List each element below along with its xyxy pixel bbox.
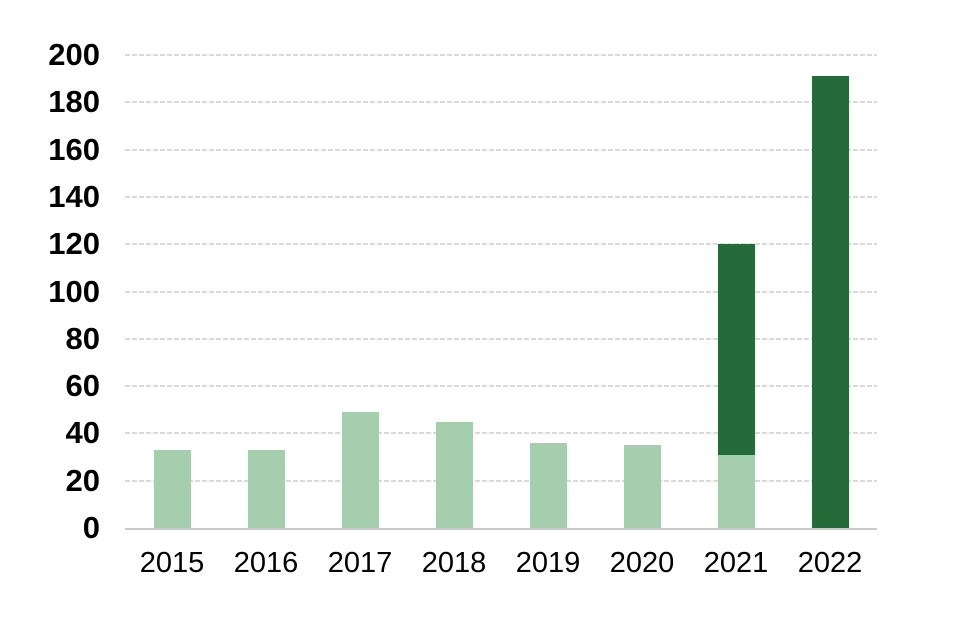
x-axis-tick-label-2015: 2015	[139, 547, 205, 579]
bar-2021-dark-green-segment	[717, 244, 755, 455]
y-axis-tick-label-0: 0	[82, 510, 100, 545]
bar-2018-light-green-segment	[435, 421, 473, 528]
y-axis-tick-label-100: 100	[48, 273, 100, 309]
y-axis-tick-label-200: 200	[48, 37, 100, 72]
x-axis-tick-label-2021: 2021	[703, 547, 769, 579]
plot-area	[125, 54, 877, 530]
y-axis-tick-label-60: 60	[65, 368, 100, 404]
x-axis-tick-label-2020: 2020	[609, 547, 675, 579]
y-axis-tick-label-160: 160	[48, 131, 100, 167]
x-axis-tick-label-2017: 2017	[327, 547, 393, 579]
gridline-120	[125, 243, 877, 246]
bar-2022-dark-green-segment	[811, 76, 849, 528]
gridline-140	[125, 195, 877, 198]
gridline-200	[125, 54, 877, 56]
x-axis-tick-label-2022: 2022	[797, 547, 863, 579]
gridline-40	[125, 432, 877, 435]
y-axis-tick-label-40: 40	[65, 415, 100, 451]
y-axis-tick-label-140: 140	[48, 178, 100, 214]
x-axis-tick-label-2019: 2019	[515, 547, 581, 579]
bar-2021-light-green-segment	[717, 454, 755, 528]
y-axis-tick-label-80: 80	[65, 320, 100, 356]
bar-2019-light-green-segment	[529, 442, 567, 528]
gridline-160	[125, 148, 877, 151]
x-axis-tick-label-2016: 2016	[233, 547, 299, 579]
gridline-80	[125, 337, 877, 340]
y-axis-tick-label-180: 180	[48, 84, 100, 120]
gridline-180	[125, 101, 877, 104]
bar-2020-light-green-segment	[623, 445, 661, 528]
gridline-60	[125, 385, 877, 388]
gridline-100	[125, 290, 877, 293]
bar-2015-light-green-segment	[153, 449, 191, 528]
y-axis-tick-label-20: 20	[65, 462, 100, 498]
x-axis-tick-label-2018: 2018	[421, 547, 487, 579]
bar-2016-light-green-segment	[247, 449, 285, 528]
gridline-20	[125, 479, 877, 482]
y-axis-tick-label-120: 120	[48, 226, 100, 262]
bar-2017-light-green-segment	[341, 412, 379, 528]
